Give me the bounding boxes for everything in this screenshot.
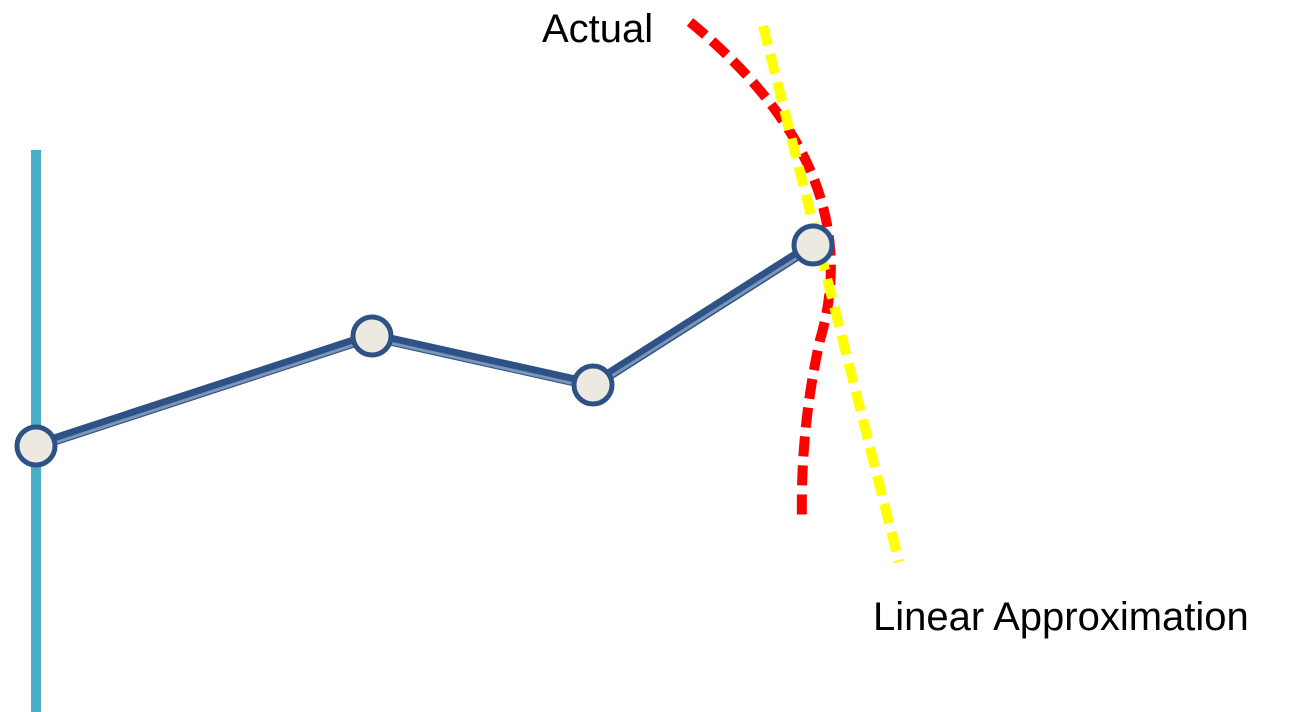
joint-base [14, 424, 58, 468]
linear-approximation-label: Linear Approximation [873, 595, 1249, 639]
arm-link-path [30, 239, 819, 452]
joint-end-effector [791, 223, 835, 267]
arm-link-highlight [34, 246, 815, 451]
arm-joints [14, 223, 835, 468]
actual-label: Actual [542, 7, 653, 51]
joint-1 [350, 314, 394, 358]
actual-curve [686, 18, 836, 523]
arm-links [30, 239, 819, 452]
linear-approximation-line [758, 24, 904, 564]
joint-2 [571, 363, 615, 407]
